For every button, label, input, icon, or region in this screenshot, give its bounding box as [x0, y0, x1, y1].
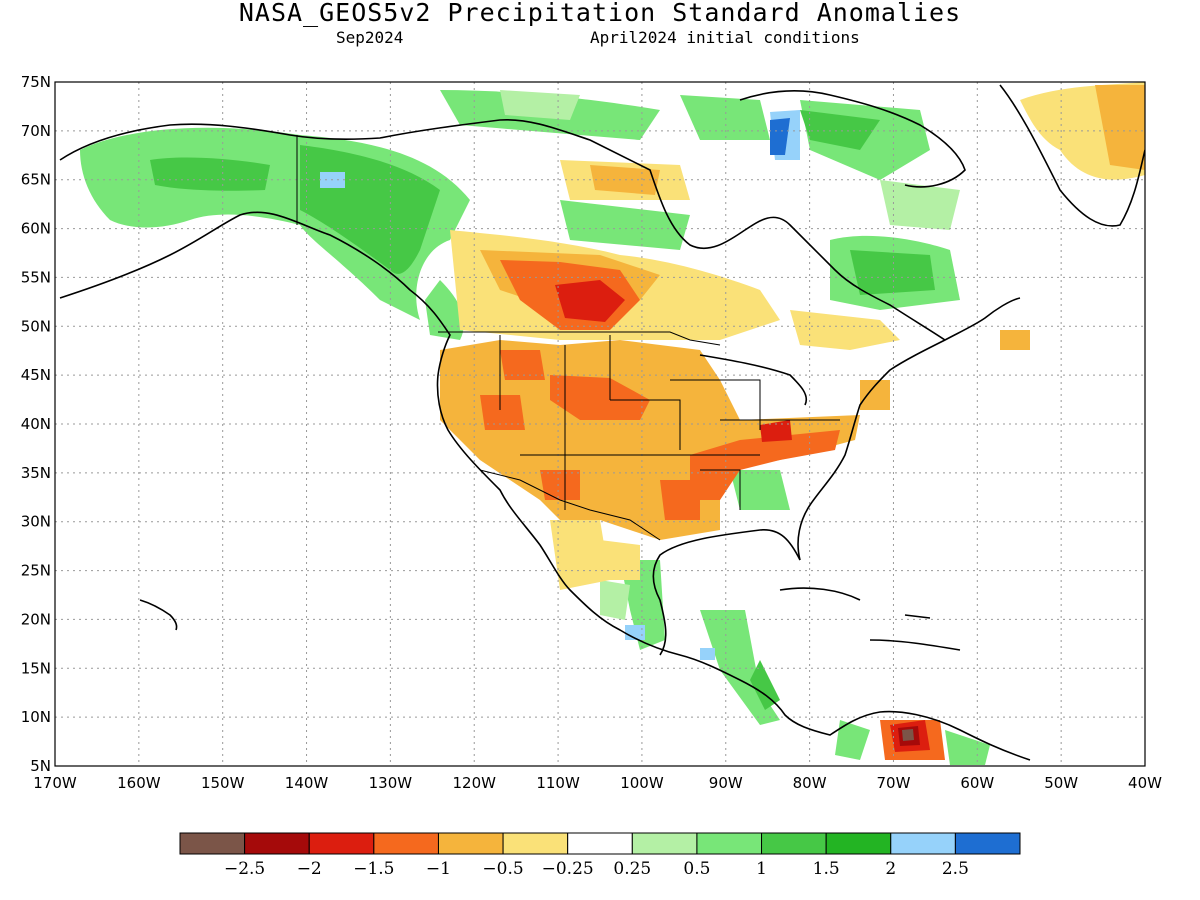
colorbar — [179, 832, 1021, 855]
colorbar-swatch — [696, 832, 763, 855]
lon-label: 60W — [960, 774, 994, 792]
lon-label: 120W — [452, 774, 496, 792]
lon-label: 150W — [201, 774, 245, 792]
colorbar-swatch — [437, 832, 504, 855]
lat-label: 10N — [21, 708, 51, 726]
lon-label: 130W — [369, 774, 413, 792]
anomaly-field — [80, 82, 1145, 765]
colorbar-labels: −2.5 −2 −1.5 −1 −0.5 −0.25 0.25 0.5 1 1.5 2 2.5 — [224, 859, 969, 879]
colorbar-label: −2 — [297, 859, 322, 879]
lat-label: 25N — [21, 562, 51, 580]
lon-label: 140W — [285, 774, 329, 792]
colorbar-swatch — [502, 832, 569, 855]
initial-conditions: April2024 initial conditions — [590, 28, 860, 47]
lat-label: 55N — [21, 268, 51, 286]
lon-label: 160W — [117, 774, 161, 792]
colorbar-label: 1 — [756, 859, 767, 879]
coastlines — [59, 84, 1145, 761]
colorbar-label: 0.5 — [683, 859, 710, 879]
colorbar-label: −0.25 — [542, 859, 594, 879]
colorbar-swatch — [631, 832, 698, 855]
colorbar-swatch — [954, 832, 1021, 855]
lon-label: 90W — [709, 774, 743, 792]
lon-label: 80W — [793, 774, 827, 792]
lat-label: 45N — [21, 366, 51, 384]
colorbar-swatch — [567, 832, 633, 855]
lon-label: 170W — [33, 774, 77, 792]
lon-label: 110W — [536, 774, 580, 792]
colorbar-label: 0.25 — [613, 859, 651, 879]
longitude-labels: 170W 160W 150W 140W 130W 120W 110W 100W 90W 80W 70… — [33, 774, 1162, 792]
lat-label: 50N — [21, 317, 51, 335]
lat-label: 15N — [21, 659, 51, 677]
lat-label: 5N — [30, 757, 51, 775]
lat-label: 70N — [21, 122, 51, 140]
colorbar-swatch — [244, 832, 310, 855]
lat-label: 75N — [21, 73, 51, 91]
lat-label: 30N — [21, 513, 51, 531]
colorbar-label: −0.5 — [482, 859, 523, 879]
colorbar-swatch — [890, 832, 956, 855]
colorbar-label: −1.5 — [353, 859, 394, 879]
latitude-labels: 75N 70N 65N 60N 55N 50N 45N 40N 35N 30N 25N 20N 15N 1… — [21, 73, 51, 775]
lat-label: 40N — [21, 415, 51, 433]
boundaries — [296, 135, 840, 541]
colorbar-label: −1 — [426, 859, 451, 879]
lat-lon-grid — [55, 82, 1145, 766]
lat-label: 60N — [21, 220, 51, 238]
plot-frame — [54, 81, 1146, 767]
colorbar-label: 1.5 — [813, 859, 840, 879]
colorbar-label: 2 — [885, 859, 896, 879]
colorbar-swatch — [179, 832, 246, 855]
lon-label: 70W — [877, 774, 911, 792]
colorbar-label: 2.5 — [942, 859, 969, 879]
colorbar-swatch — [761, 832, 827, 855]
forecast-month: Sep2024 — [336, 28, 404, 47]
colorbar-swatch — [825, 832, 892, 855]
colorbar-label: −2.5 — [224, 859, 265, 879]
lon-label: 40W — [1128, 774, 1162, 792]
lat-label: 20N — [21, 610, 51, 628]
lon-label: 50W — [1044, 774, 1078, 792]
map-title: NASA_GEOS5v2 Precipitation Standard Anom… — [238, 0, 962, 27]
lat-label: 65N — [21, 171, 51, 189]
lat-label: 35N — [21, 464, 51, 482]
colorbar-swatch — [308, 832, 375, 855]
lon-label: 100W — [620, 774, 664, 792]
colorbar-swatch — [373, 832, 439, 855]
